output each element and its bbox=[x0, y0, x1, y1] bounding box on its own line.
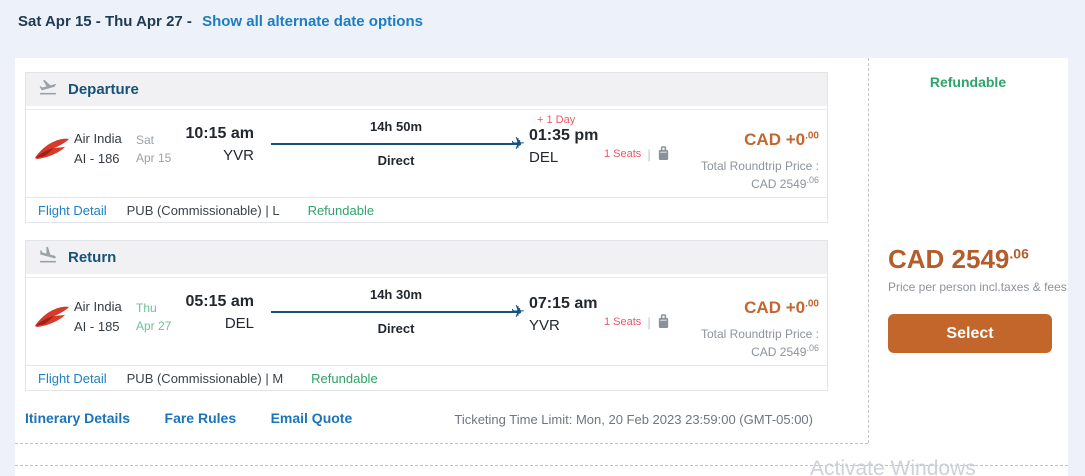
total-price-label: Total Roundtrip Price : bbox=[700, 327, 819, 341]
airline-name: Air India bbox=[74, 131, 122, 146]
separator: | bbox=[647, 146, 651, 162]
section-title-departure: Departure bbox=[68, 81, 139, 98]
departure-leg: Departure Air India AI - 186 Sat Apr 15 … bbox=[25, 72, 828, 223]
alternate-dates-link[interactable]: Show all alternate date options bbox=[202, 13, 423, 30]
flight-result-card: Departure Air India AI - 186 Sat Apr 15 … bbox=[15, 58, 1068, 476]
total-price-value: CAD 2549.06 bbox=[751, 175, 819, 191]
depart-airport: YVR bbox=[223, 147, 254, 164]
seats-left: 1 Seats bbox=[604, 316, 642, 328]
departure-header: Departure bbox=[26, 73, 827, 106]
price-summary-panel: Refundable CAD 2549.06 Price per person … bbox=[868, 58, 1068, 443]
price-delta: CAD +0.00 bbox=[744, 298, 819, 317]
email-quote-link[interactable]: Email Quote bbox=[270, 410, 353, 426]
departure-flight-row: Air India AI - 186 Sat Apr 15 10:15 am Y… bbox=[26, 109, 827, 197]
fare-rules-link[interactable]: Fare Rules bbox=[164, 410, 237, 426]
depart-time: 05:15 am bbox=[185, 293, 255, 310]
depart-day: Sat bbox=[136, 133, 155, 147]
refundable-label: Refundable bbox=[311, 370, 378, 386]
content-bottom-divider bbox=[15, 443, 868, 444]
ticketing-time-limit: Ticketing Time Limit: Mon, 20 Feb 2023 2… bbox=[454, 412, 813, 427]
price-note: Price per person incl.taxes & fees bbox=[888, 280, 1067, 294]
route-info: 14h 50m ✈ Direct bbox=[271, 119, 525, 168]
return-flight-row: Air India AI - 185 Thu Apr 27 05:15 am D… bbox=[26, 277, 827, 365]
total-price-label: Total Roundtrip Price : bbox=[700, 159, 819, 173]
card-bottom-divider bbox=[15, 465, 1068, 466]
select-button[interactable]: Select bbox=[888, 314, 1052, 353]
flight-detail-link[interactable]: Flight Detail bbox=[38, 370, 107, 386]
stops-label: Direct bbox=[377, 321, 415, 336]
itinerary-actions-row: Itinerary Details Fare Rules Email Quote… bbox=[25, 410, 868, 436]
depart-time: 10:15 am bbox=[185, 125, 255, 142]
total-price-value: CAD 2549.06 bbox=[751, 343, 819, 359]
flight-number: AI - 185 bbox=[74, 319, 120, 334]
stops-label: Direct bbox=[377, 153, 415, 168]
depart-day: Thu bbox=[136, 301, 157, 315]
depart-date: Apr 15 bbox=[136, 151, 172, 165]
arrive-time: 07:15 am bbox=[529, 295, 598, 312]
arrival-day-offset: + 1 Day bbox=[537, 114, 576, 126]
arrive-time: 01:35 pm bbox=[529, 127, 599, 144]
plane-icon: ✈ bbox=[510, 302, 525, 321]
plane-landing-icon bbox=[38, 245, 68, 270]
arrive-airport: DEL bbox=[529, 149, 559, 166]
flight-duration: 14h 50m bbox=[369, 119, 423, 134]
airline-logo-icon bbox=[32, 134, 72, 166]
fare-code: PUB (Commissionable) | L bbox=[126, 202, 280, 218]
seats-left: 1 Seats bbox=[604, 148, 642, 160]
scrollbar-track[interactable] bbox=[1068, 58, 1085, 476]
depart-airport: DEL bbox=[224, 315, 254, 332]
arrive-airport: YVR bbox=[529, 317, 560, 334]
airline-logo-icon bbox=[32, 302, 72, 334]
section-title-return: Return bbox=[68, 249, 117, 266]
route-line: ✈ bbox=[271, 302, 525, 321]
return-leg: Return Air India AI - 185 Thu Apr 27 05:… bbox=[25, 240, 828, 391]
price-delta: CAD +0.00 bbox=[744, 130, 819, 149]
refundable-label: Refundable bbox=[307, 202, 375, 218]
date-range-bar: Sat Apr 15 - Thu Apr 27 - Show all alter… bbox=[0, 0, 1085, 58]
flight-number: AI - 186 bbox=[74, 151, 120, 166]
separator: | bbox=[647, 314, 651, 330]
total-price: CAD 2549.06 bbox=[888, 244, 1029, 274]
summary-divider bbox=[868, 58, 869, 443]
flight-detail-link[interactable]: Flight Detail bbox=[38, 202, 107, 218]
route-line: ✈ bbox=[271, 134, 525, 153]
activate-windows-watermark: Activate Windows bbox=[810, 457, 976, 476]
baggage-icon[interactable] bbox=[657, 314, 670, 330]
depart-date: Apr 27 bbox=[136, 319, 172, 333]
return-header: Return bbox=[26, 241, 827, 274]
plane-takeoff-icon bbox=[38, 77, 68, 102]
baggage-icon[interactable] bbox=[657, 146, 670, 162]
airline-name: Air India bbox=[74, 299, 122, 314]
trip-date-range: Sat Apr 15 - Thu Apr 27 - bbox=[18, 13, 192, 30]
plane-icon: ✈ bbox=[510, 134, 525, 153]
fare-code: PUB (Commissionable) | M bbox=[126, 370, 284, 386]
refundable-badge: Refundable bbox=[929, 74, 1007, 90]
itinerary-details-link[interactable]: Itinerary Details bbox=[25, 410, 131, 426]
flight-duration: 14h 30m bbox=[369, 287, 423, 302]
route-info: 14h 30m ✈ Direct bbox=[271, 287, 525, 336]
